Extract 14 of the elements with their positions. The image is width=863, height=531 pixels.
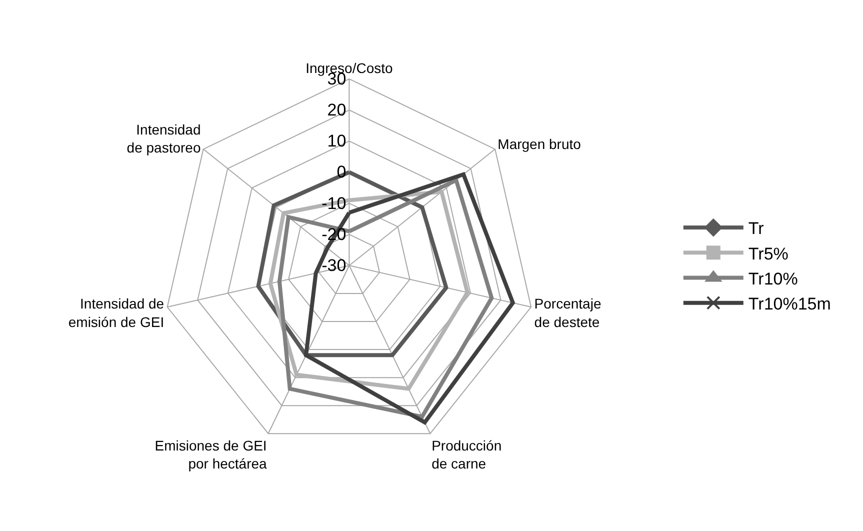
legend-label: Tr (748, 219, 764, 238)
spoke-label: Margen bruto (498, 136, 582, 152)
y-tick-label: 10 (327, 132, 346, 151)
spoke-label: Intensidad de pastoreo (126, 121, 201, 156)
legend-label: Tr5% (748, 244, 788, 264)
spoke-label: Intensidad de emisión de GEI (68, 296, 164, 330)
spoke-label: Porcentaje de destete (534, 296, 602, 330)
legend-label: Tr10% (748, 269, 798, 288)
spoke-label: Producción de carne (432, 437, 502, 472)
y-tick-label: 20 (327, 100, 346, 120)
spoke-label: Emisiones de GEI por hectárea (154, 437, 268, 472)
legend-label: Tr10%15m (748, 294, 831, 314)
y-tick-label: -30 (322, 256, 346, 276)
y-tick-label: -10 (322, 194, 346, 213)
